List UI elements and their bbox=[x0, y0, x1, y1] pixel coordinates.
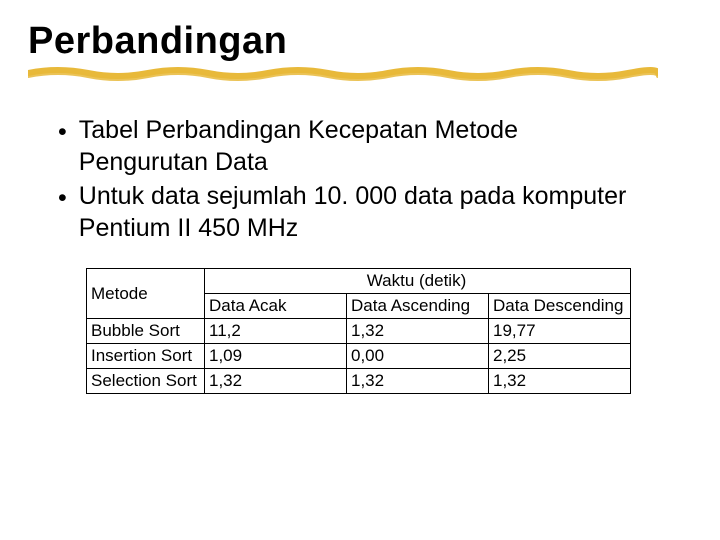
bullet-list: • Tabel Perbandingan Kecepatan Metode Pe… bbox=[28, 114, 692, 244]
cell-value: 1,32 bbox=[205, 369, 347, 394]
list-item: • Untuk data sejumlah 10. 000 data pada … bbox=[58, 180, 692, 244]
comparison-table-container: Metode Waktu (detik) Data Acak Data Asce… bbox=[28, 268, 692, 394]
header-data-ascending: Data Ascending bbox=[347, 294, 489, 319]
table-header-row-1: Metode Waktu (detik) bbox=[87, 269, 631, 294]
header-data-descending: Data Descending bbox=[489, 294, 631, 319]
bullet-text: Tabel Perbandingan Kecepatan Metode Peng… bbox=[79, 114, 639, 178]
comparison-table: Metode Waktu (detik) Data Acak Data Asce… bbox=[86, 268, 631, 394]
cell-value: 1,32 bbox=[489, 369, 631, 394]
cell-method: Insertion Sort bbox=[87, 344, 205, 369]
cell-value: 2,25 bbox=[489, 344, 631, 369]
list-item: • Tabel Perbandingan Kecepatan Metode Pe… bbox=[58, 114, 692, 178]
cell-value: 1,09 bbox=[205, 344, 347, 369]
cell-value: 19,77 bbox=[489, 319, 631, 344]
cell-value: 11,2 bbox=[205, 319, 347, 344]
header-metode: Metode bbox=[87, 269, 205, 319]
bullet-text: Untuk data sejumlah 10. 000 data pada ko… bbox=[79, 180, 639, 244]
title-underline bbox=[28, 65, 658, 81]
table-row: Bubble Sort 11,2 1,32 19,77 bbox=[87, 319, 631, 344]
header-waktu: Waktu (detik) bbox=[205, 269, 631, 294]
bullet-icon: • bbox=[58, 182, 67, 214]
header-data-acak: Data Acak bbox=[205, 294, 347, 319]
cell-method: Selection Sort bbox=[87, 369, 205, 394]
table-row: Insertion Sort 1,09 0,00 2,25 bbox=[87, 344, 631, 369]
cell-value: 1,32 bbox=[347, 319, 489, 344]
page-title: Perbandingan bbox=[28, 20, 692, 63]
cell-value: 1,32 bbox=[347, 369, 489, 394]
cell-method: Bubble Sort bbox=[87, 319, 205, 344]
cell-value: 0,00 bbox=[347, 344, 489, 369]
bullet-icon: • bbox=[58, 116, 67, 148]
table-row: Selection Sort 1,32 1,32 1,32 bbox=[87, 369, 631, 394]
